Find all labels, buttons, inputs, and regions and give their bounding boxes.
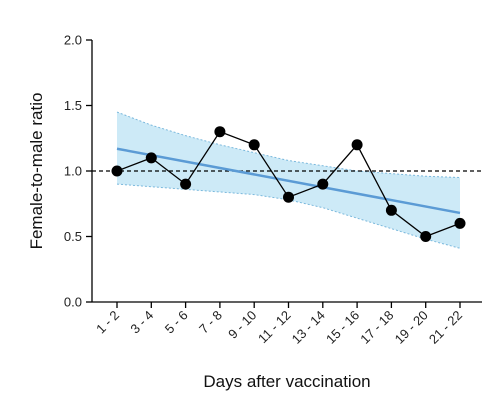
axes bbox=[86, 39, 482, 308]
data-point bbox=[214, 126, 226, 138]
x-tick-label: 19 - 20 bbox=[392, 308, 431, 347]
data-point bbox=[317, 178, 329, 190]
data-point bbox=[351, 139, 363, 151]
data-point bbox=[283, 191, 294, 203]
data-point bbox=[145, 152, 157, 164]
x-tick-label: 17 - 18 bbox=[357, 308, 396, 347]
x-tick-label: 9 - 10 bbox=[225, 308, 259, 342]
x-tick-label: 15 - 16 bbox=[323, 308, 362, 347]
y-tick-label: 0.5 bbox=[64, 229, 82, 244]
data-point bbox=[420, 231, 432, 242]
x-axis-title: Days after vaccination bbox=[203, 372, 370, 391]
x-tick-label: 7 - 8 bbox=[196, 308, 225, 337]
data-point bbox=[111, 165, 123, 177]
x-tick-label: 5 - 6 bbox=[162, 308, 191, 337]
x-tick-label: 13 - 14 bbox=[289, 308, 328, 347]
x-tick-label: 3 - 4 bbox=[127, 308, 156, 337]
confidence-upper-edge bbox=[116, 111, 461, 179]
trend-line bbox=[116, 147, 461, 215]
y-tick-labels: 0.0 0.5 1.0 1.5 2.0 bbox=[64, 33, 82, 310]
y-tick-label: 0.0 bbox=[64, 295, 82, 310]
data-point bbox=[385, 204, 397, 216]
x-tick-label: 11 - 12 bbox=[255, 308, 294, 347]
y-axis-title: Female-to-male ratio bbox=[27, 93, 46, 250]
y-tick-label: 1.5 bbox=[64, 98, 82, 113]
x-tick-label: 21 - 22 bbox=[426, 308, 465, 347]
data-point bbox=[454, 217, 466, 229]
y-tick-label: 1.0 bbox=[64, 164, 82, 179]
x-tick-label: 1 - 2 bbox=[93, 308, 122, 337]
data-series-layer bbox=[111, 126, 466, 242]
trend-line-layer bbox=[116, 147, 461, 215]
data-point bbox=[248, 139, 260, 151]
data-point bbox=[180, 178, 192, 190]
y-tick-label: 2.0 bbox=[64, 33, 82, 48]
